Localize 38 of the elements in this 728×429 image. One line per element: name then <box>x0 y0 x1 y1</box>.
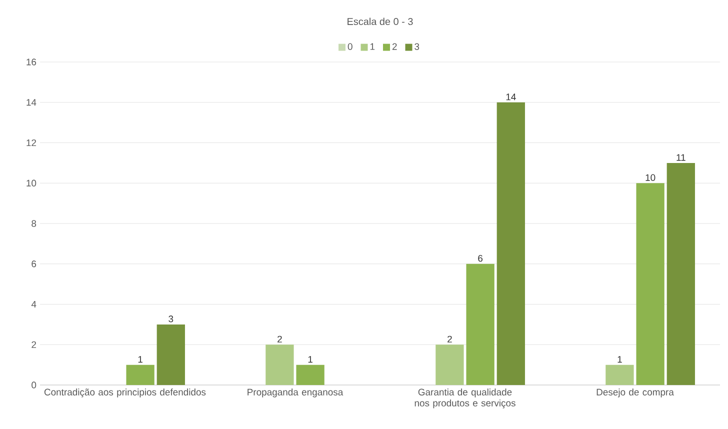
legend-label: 0 <box>348 43 352 50</box>
bar <box>296 364 324 385</box>
data-label: 10 <box>646 174 656 181</box>
bar <box>636 183 664 385</box>
legend-label: 3 <box>414 43 420 50</box>
bar <box>466 264 494 385</box>
bar <box>156 324 185 385</box>
y-tick-label: 0 <box>32 382 36 388</box>
legend-label: 2 <box>392 43 397 50</box>
data-label: 1 <box>618 356 622 363</box>
bar <box>496 102 525 385</box>
y-tick-label: 16 <box>26 58 36 66</box>
x-tick-label: Desejo de compra <box>596 388 674 398</box>
bar <box>606 364 634 385</box>
x-tick-label: Contradição aos principios defendidos <box>44 388 206 398</box>
data-label: 11 <box>676 154 686 161</box>
x-tick-label: Propaganda enganosa <box>248 388 344 398</box>
bar <box>436 344 464 385</box>
data-label: 14 <box>506 94 516 100</box>
data-label: 1 <box>138 356 142 363</box>
y-tick-label: 14 <box>26 99 36 106</box>
y-tick-label: 2 <box>32 341 36 348</box>
data-label: 2 <box>448 336 452 342</box>
y-tick-label: 4 <box>31 300 36 308</box>
bar <box>666 162 695 385</box>
y-tick-label: 8 <box>32 220 36 227</box>
bar <box>126 364 154 385</box>
data-label: 6 <box>478 254 483 262</box>
legend-label: 1 <box>370 43 375 50</box>
y-tick-label: 12 <box>26 139 36 146</box>
y-tick-label: 10 <box>26 180 36 186</box>
chart-title: Escala de 0 - 3 <box>348 18 413 26</box>
x-tick-label: Garantia de qualidade nos produtos e serviços <box>414 388 516 408</box>
data-label: 1 <box>308 356 312 363</box>
data-label: 3 <box>168 316 174 322</box>
y-tick-label: 6 <box>32 260 36 268</box>
data-label: 2 <box>278 336 282 342</box>
bar <box>266 344 294 385</box>
